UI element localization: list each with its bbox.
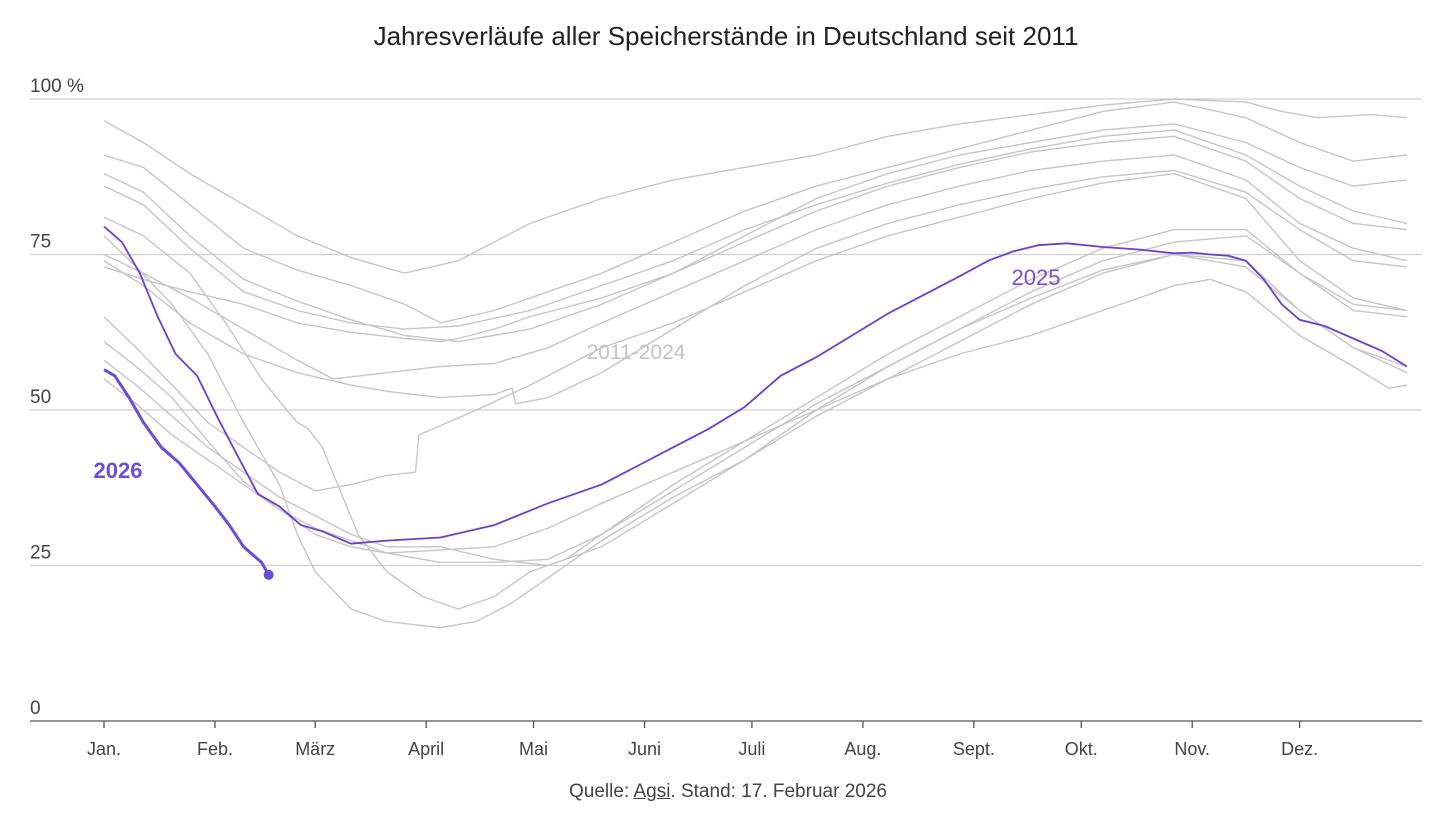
x-tick-label-8: Sept.: [953, 739, 995, 759]
x-axis: Jan. Feb. März April Mai Juni Juli Aug. Sept. Okt…: [30, 720, 1422, 759]
y-tick-label-50: 50: [30, 387, 51, 408]
x-tick-label-9: Okt.: [1065, 739, 1098, 759]
series-line-2025: [103, 225, 1408, 545]
history-line-2: [103, 123, 1408, 343]
series-end-marker-2026: [263, 569, 274, 580]
history-line-0: [103, 98, 1408, 274]
series-label-2011-2024: 2011-2024: [587, 341, 686, 364]
history-line-7: [103, 172, 1408, 492]
chart-title: Jahresverläufe aller Speicherstände in D…: [374, 21, 1079, 51]
source-suffix: . Stand: 17. Februar 2026: [670, 781, 887, 802]
series-labels: 2026 2025 2011-2024: [94, 265, 1061, 483]
x-tick-label-4: Mai: [519, 739, 548, 759]
x-tick-label-3: April: [408, 739, 444, 759]
grid-layer: 0 25 50 75 100 %: [30, 76, 1422, 719]
series-line-2026: [103, 368, 270, 576]
history-line-1: [103, 101, 1408, 324]
history-line-3: [103, 129, 1408, 330]
x-tick-label-5: Juni: [628, 739, 661, 759]
history-series-group: [103, 98, 1408, 629]
x-tick-label-6: Juli: [738, 739, 765, 759]
y-tick-label-75: 75: [30, 232, 51, 253]
history-line-4: [103, 135, 1408, 343]
series-label-2026: 2026: [94, 458, 143, 483]
x-tick-label-11: Dez.: [1281, 739, 1318, 759]
x-tick-label-2: März: [295, 739, 335, 759]
x-tick-label-0: Jan.: [87, 739, 121, 759]
history-line-8: [103, 278, 1408, 554]
source-note: Quelle: Agsi. Stand: 17. Februar 2026: [0, 781, 1456, 803]
y-tick-label-0: 0: [30, 698, 41, 719]
highlight-series-group: [103, 225, 1408, 580]
x-tick-label-1: Feb.: [197, 739, 233, 759]
source-prefix: Quelle:: [569, 781, 634, 802]
history-line-5: [103, 154, 1408, 380]
history-line-12: [103, 235, 1408, 629]
y-tick-label-100: 100 %: [30, 76, 84, 97]
history-line-10: [103, 253, 1408, 564]
source-link[interactable]: Agsi: [633, 781, 671, 802]
series-label-2025: 2025: [1012, 265, 1061, 290]
history-line-6: [103, 169, 1408, 405]
history-line-11: [103, 216, 1408, 610]
x-tick-label-7: Aug.: [844, 739, 881, 759]
x-tick-label-10: Nov.: [1174, 739, 1210, 759]
y-tick-label-25: 25: [30, 543, 51, 564]
